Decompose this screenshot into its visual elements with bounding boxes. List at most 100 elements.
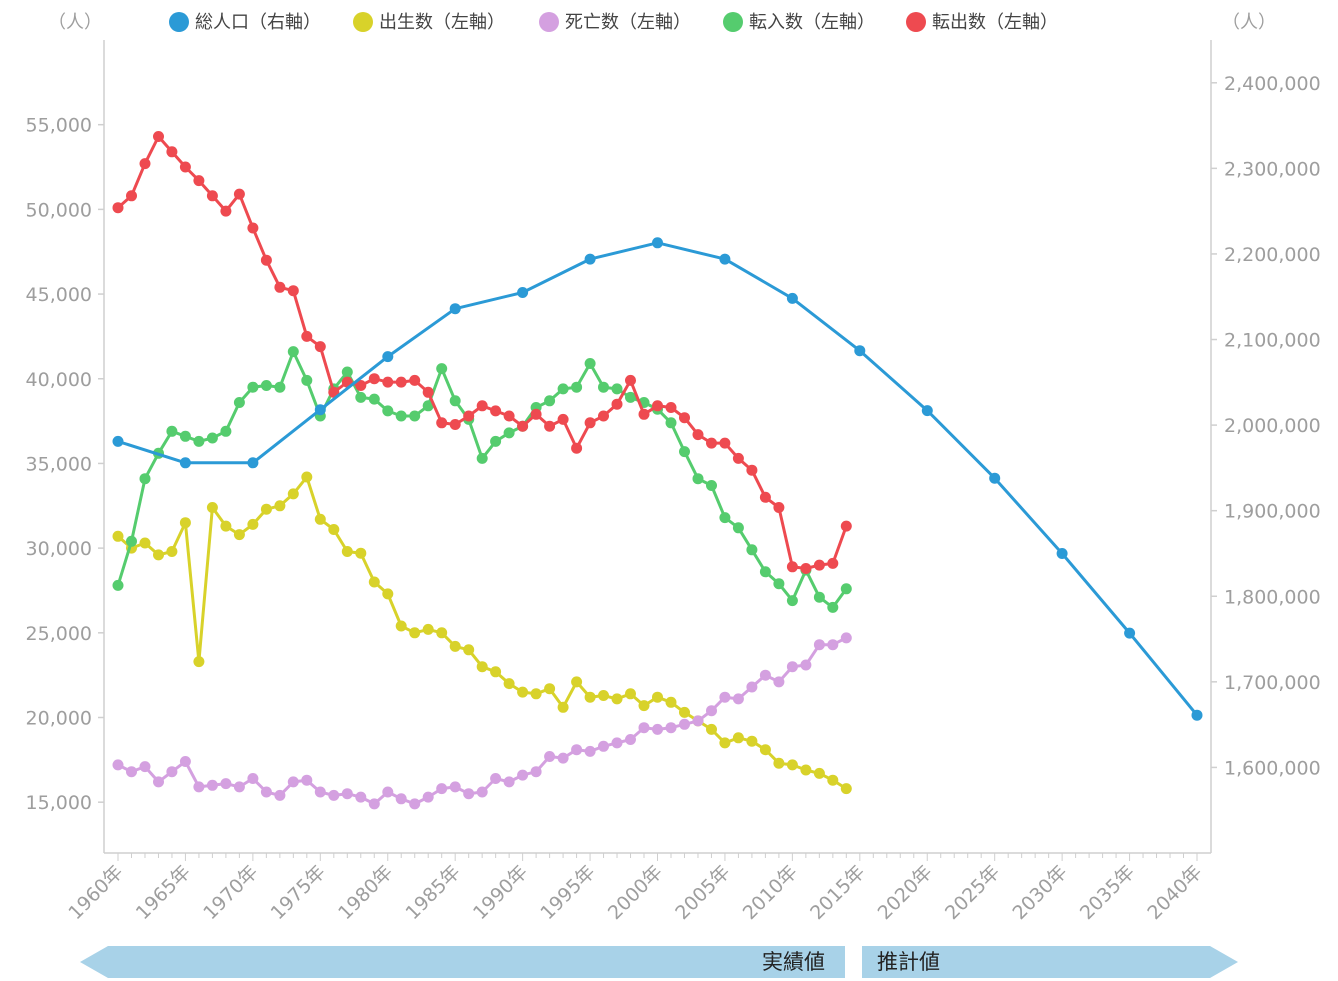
data-point-total-population[interactable] [112,435,124,447]
data-point-move-in[interactable] [274,381,286,393]
data-point-deaths[interactable] [503,776,515,788]
data-point-deaths[interactable] [463,788,475,800]
data-point-move-in[interactable] [422,400,434,412]
data-point-move-in[interactable] [571,381,583,393]
data-point-births[interactable] [112,530,124,542]
data-point-births[interactable] [476,661,488,673]
data-point-move-out[interactable] [382,376,394,388]
data-point-move-out[interactable] [557,413,569,425]
data-point-deaths[interactable] [220,778,232,790]
legend-item-total-population[interactable]: 総人口（右軸） [169,12,321,33]
data-point-move-in[interactable] [544,395,556,407]
data-point-move-in[interactable] [449,395,461,407]
data-point-births[interactable] [422,623,434,635]
data-point-deaths[interactable] [409,798,421,810]
data-point-births[interactable] [355,547,367,559]
data-point-move-in[interactable] [166,425,178,437]
data-point-move-in[interactable] [220,425,232,437]
data-point-deaths[interactable] [233,781,245,793]
data-point-deaths[interactable] [341,788,353,800]
data-point-deaths[interactable] [449,781,461,793]
data-point-deaths[interactable] [517,769,529,781]
data-point-deaths[interactable] [611,737,623,749]
data-point-births[interactable] [449,640,461,652]
data-point-births[interactable] [368,576,380,588]
data-point-move-in[interactable] [287,346,299,358]
data-point-move-in[interactable] [665,417,677,429]
data-point-move-in[interactable] [179,430,191,442]
data-point-move-in[interactable] [193,435,205,447]
data-point-deaths[interactable] [422,791,434,803]
data-point-move-in[interactable] [355,391,367,403]
data-point-deaths[interactable] [314,786,326,798]
data-point-move-out[interactable] [503,410,515,422]
data-point-deaths[interactable] [706,705,717,717]
data-point-births[interactable] [800,764,812,776]
data-point-move-in[interactable] [247,381,259,393]
data-point-move-out[interactable] [179,161,191,173]
data-point-move-in[interactable] [503,427,515,439]
data-point-births[interactable] [827,774,839,786]
data-point-move-out[interactable] [153,131,164,142]
data-point-births[interactable] [517,686,529,698]
data-point-births[interactable] [247,518,259,530]
data-point-deaths[interactable] [759,669,771,681]
data-point-deaths[interactable] [368,798,380,810]
data-point-move-in[interactable] [368,393,380,405]
data-point-total-population[interactable] [314,404,326,416]
data-point-births[interactable] [153,549,164,561]
data-point-move-out[interactable] [422,386,434,398]
data-point-move-in[interactable] [786,595,798,607]
data-point-move-in[interactable] [233,397,245,408]
data-point-move-out[interactable] [732,452,744,464]
data-point-total-population[interactable] [786,292,798,304]
data-point-deaths[interactable] [260,786,272,798]
data-point-move-in[interactable] [719,512,731,524]
data-point-births[interactable] [463,644,475,656]
data-point-move-out[interactable] [719,437,731,449]
data-point-births[interactable] [719,737,731,749]
data-point-births[interactable] [314,513,326,525]
data-point-births[interactable] [233,529,245,541]
data-point-births[interactable] [679,706,690,718]
data-point-move-out[interactable] [409,374,421,386]
data-point-move-out[interactable] [112,202,124,214]
data-point-total-population[interactable] [989,472,1001,484]
data-point-move-out[interactable] [368,373,380,385]
data-point-births[interactable] [652,691,663,703]
data-point-move-in[interactable] [476,452,488,464]
data-point-move-in[interactable] [840,583,852,595]
data-point-deaths[interactable] [652,723,663,735]
data-point-move-in[interactable] [732,522,744,534]
data-point-deaths[interactable] [584,745,596,757]
data-point-move-out[interactable] [773,502,785,513]
data-point-deaths[interactable] [773,676,785,688]
data-point-move-out[interactable] [598,410,609,422]
data-point-births[interactable] [220,520,232,532]
data-point-deaths[interactable] [800,659,812,671]
data-point-deaths[interactable] [301,774,313,786]
data-point-total-population[interactable] [1191,709,1203,721]
data-point-deaths[interactable] [638,722,650,734]
data-point-move-out[interactable] [166,146,178,158]
data-point-total-population[interactable] [584,253,596,265]
data-point-deaths[interactable] [206,779,218,791]
data-point-move-out[interactable] [625,374,636,386]
data-point-births[interactable] [193,656,205,668]
data-point-deaths[interactable] [557,752,569,764]
data-point-deaths[interactable] [827,639,839,651]
data-point-deaths[interactable] [786,661,798,673]
data-point-move-in[interactable] [490,435,502,447]
data-point-total-population[interactable] [517,287,529,298]
data-point-move-out[interactable] [679,412,690,424]
data-point-move-out[interactable] [544,420,556,432]
data-point-births[interactable] [557,701,569,713]
legend-item-move-out[interactable]: 転出数（左軸） [906,12,1058,33]
data-point-births[interactable] [274,500,286,512]
data-point-births[interactable] [260,503,272,515]
data-point-move-out[interactable] [827,557,839,569]
data-point-move-out[interactable] [233,188,245,200]
data-point-total-population[interactable] [247,457,259,469]
data-point-births[interactable] [382,588,394,600]
data-point-move-in[interactable] [206,432,218,444]
